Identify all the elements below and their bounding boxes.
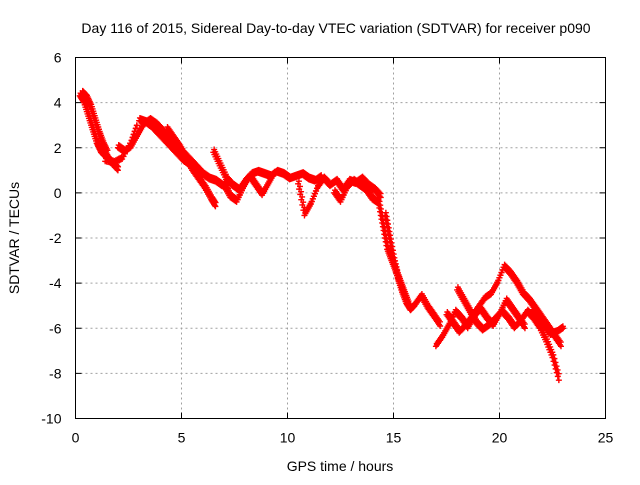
- data-points: [76, 87, 567, 384]
- series-sat-f: [163, 123, 219, 210]
- data-point: [555, 370, 562, 377]
- x-tick-label: 0: [72, 430, 80, 446]
- data-point: [553, 363, 560, 370]
- y-tick-label: 4: [54, 95, 62, 111]
- data-point: [295, 178, 302, 185]
- series-sat-m: [443, 261, 564, 350]
- x-axis-label: GPS time / hours: [287, 458, 394, 474]
- data-point: [386, 228, 393, 235]
- y-tick-label: -8: [49, 365, 62, 381]
- data-point: [521, 325, 528, 332]
- chart-title: Day 116 of 2015, Sidereal Day-to-day VTE…: [81, 20, 590, 36]
- y-tick-label: -6: [49, 320, 62, 336]
- y-tick-label: -4: [49, 275, 62, 291]
- data-point: [385, 224, 392, 231]
- y-tick-label: 0: [54, 185, 62, 201]
- data-point: [392, 260, 399, 267]
- data-point: [376, 193, 383, 200]
- data-point: [300, 199, 307, 206]
- data-point: [389, 247, 396, 254]
- data-point: [554, 366, 561, 373]
- series-sat-b: [78, 87, 111, 158]
- y-tick-label: 6: [54, 50, 62, 66]
- data-point: [389, 243, 396, 250]
- data-point: [394, 269, 401, 276]
- y-tick-label: -2: [49, 230, 62, 246]
- data-point: [114, 167, 121, 174]
- data-point: [384, 221, 391, 228]
- plot-frame: [75, 57, 606, 419]
- x-tick-label: 25: [598, 430, 614, 446]
- data-point: [555, 377, 562, 384]
- data-point: [383, 213, 390, 220]
- series-sat-i: [295, 173, 384, 219]
- data-point: [560, 325, 567, 332]
- tick-labels: 0 5 10 15 20 25 -10 -8 -6 -4 -2 0 2 4 6: [41, 50, 613, 446]
- grid: [75, 57, 606, 419]
- data-point: [133, 122, 140, 129]
- data-point: [271, 169, 278, 176]
- data-point: [298, 188, 305, 195]
- data-point: [550, 351, 557, 358]
- data-point: [377, 202, 384, 209]
- data-point: [387, 232, 394, 239]
- series-sat-j: [331, 175, 412, 309]
- data-point: [212, 203, 219, 210]
- data-point: [393, 263, 400, 270]
- data-point: [390, 251, 397, 258]
- data-point: [384, 217, 391, 224]
- data-point: [554, 373, 561, 380]
- x-tick-label: 15: [386, 430, 402, 446]
- series-sat-h: [220, 168, 278, 205]
- data-point: [132, 125, 139, 132]
- data-point: [382, 209, 389, 216]
- data-point: [299, 193, 306, 200]
- series-sat-o: [528, 306, 567, 339]
- data-point: [376, 198, 383, 205]
- data-point: [114, 166, 121, 173]
- data-point: [211, 202, 218, 209]
- y-tick-label: 2: [54, 140, 62, 156]
- series-sat-k: [382, 209, 444, 329]
- data-point: [387, 236, 394, 243]
- y-axis-label: SDTVAR / TECUs: [6, 182, 22, 294]
- data-point: [388, 239, 395, 246]
- data-point: [552, 359, 559, 366]
- data-point: [437, 322, 444, 329]
- x-tick-label: 20: [492, 430, 508, 446]
- y-tick-label: -10: [41, 411, 61, 427]
- data-point: [297, 183, 304, 190]
- x-tick-label: 10: [280, 430, 296, 446]
- data-point: [392, 257, 399, 264]
- data-point: [551, 355, 558, 362]
- data-point: [391, 254, 398, 261]
- data-point: [377, 194, 384, 201]
- data-point: [394, 266, 401, 273]
- data-point: [377, 205, 384, 212]
- data-point: [557, 343, 564, 350]
- x-tick-label: 5: [178, 430, 186, 446]
- data-point: [559, 326, 566, 333]
